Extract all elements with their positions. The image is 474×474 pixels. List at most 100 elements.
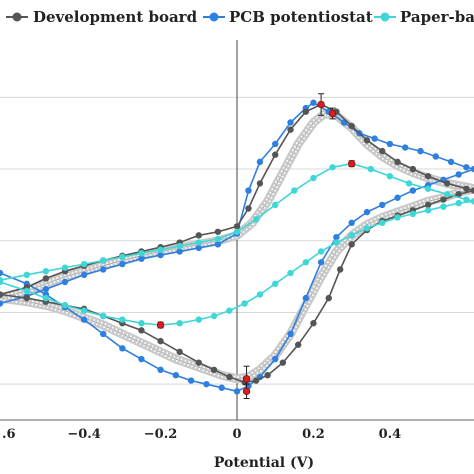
series-2-point-3: [61, 264, 69, 271]
series-2-point-12: [233, 228, 241, 235]
series-1-point-23: [386, 140, 394, 148]
series-2-point-39: [256, 291, 264, 298]
series-0-point-29: [455, 190, 462, 198]
series-2-point-32: [363, 225, 371, 232]
series-1-point-52: [119, 345, 126, 352]
series-2-point-41: [226, 307, 233, 314]
series-2-point-38: [272, 280, 279, 287]
series-0-point-43: [252, 377, 260, 384]
series-0-point-12: [233, 223, 241, 230]
series-0-point-26: [444, 180, 451, 187]
series-2-point-10: [195, 239, 202, 246]
series-1-point-40: [302, 294, 310, 302]
series-2-point-16: [310, 174, 317, 182]
series-0-point-20: [348, 122, 355, 130]
series-1-point-6: [119, 260, 126, 268]
series-1-point-53: [100, 330, 107, 338]
series-2-point-29: [409, 210, 417, 218]
series-0-point-25: [424, 173, 432, 180]
series-2-point-40: [241, 300, 248, 307]
legend: Development board PCB potentiostat Paper…: [6, 8, 474, 26]
series-1-point-8: [157, 251, 164, 259]
series-2-point-17: [329, 164, 336, 171]
series-2-point-7: [138, 250, 145, 257]
series-0-point-57: [0, 291, 4, 298]
series-2-point-21: [405, 180, 413, 187]
series-1-point-7: [138, 255, 145, 262]
series-1-point-39: [317, 259, 325, 266]
x-tick-label-0: .6: [2, 427, 16, 442]
series-1-point-54: [80, 316, 88, 323]
series-2-point-44: [176, 320, 183, 327]
series-1-point-37: [348, 219, 355, 227]
series-0-point-17: [302, 108, 310, 115]
series-2-point-26: [455, 199, 462, 207]
series-1-point-11: [214, 241, 222, 248]
series-0-point-45: [226, 373, 233, 381]
error-bars: [156, 93, 356, 399]
legend-label-paper-base: Paper-base: [400, 8, 474, 26]
x-axis-title: Potential (V): [214, 455, 314, 471]
series-0-point-10: [195, 232, 202, 239]
legend-marker-pcb-potentiostat: [209, 12, 219, 22]
series-2-point-48: [100, 312, 107, 320]
series-1-line: [0, 101, 474, 393]
series-2-point-4: [80, 260, 88, 268]
series-2-point-15: [291, 187, 298, 194]
series-2-point-9: [176, 242, 183, 250]
series-2-point-6: [119, 253, 126, 261]
series-1-point-10: [195, 244, 202, 252]
series-1-point-27: [447, 158, 455, 166]
series-2-point-51: [42, 294, 50, 302]
series-2-point-37: [287, 269, 294, 277]
error-bar-0-1: [328, 107, 337, 120]
legend-item-development-board: Development board: [6, 8, 198, 26]
x-tick-label-3: 0: [232, 427, 241, 442]
series-1-point-13: [245, 187, 252, 194]
series-1-point-41: [287, 330, 294, 338]
series-2-point-30: [394, 214, 401, 221]
series-0-point-14: [256, 180, 264, 187]
series-1-point-9: [176, 248, 183, 255]
series-2-point-46: [138, 320, 145, 327]
legend-label-development-board: Development board: [33, 8, 198, 26]
series-0-point-38: [325, 294, 332, 302]
series-1-point-35: [379, 201, 386, 209]
series-2-point-49: [80, 307, 88, 314]
error-bar-0-0: [317, 93, 325, 116]
series-1-point-16: [287, 119, 294, 126]
series-1-point-29: [470, 165, 474, 173]
series-0-point-23: [394, 158, 401, 166]
series-1-point-46: [218, 384, 225, 391]
series-2-point-27: [440, 203, 447, 210]
series-0-point-37: [337, 266, 344, 273]
series-2-point-34: [333, 239, 340, 246]
series-1-point-28: [463, 164, 470, 171]
series-2-point-25: [470, 198, 474, 205]
series-0-point-21: [363, 137, 371, 144]
series-0-point-30: [440, 196, 447, 203]
series-0-point-24: [409, 165, 417, 173]
series-1-point-42: [272, 355, 279, 363]
error-bar-2-1: [156, 321, 165, 329]
x-tick-label-1: −0.4: [67, 427, 101, 442]
series-1-point-36: [363, 208, 371, 216]
series-0-line: [0, 103, 474, 384]
series-0-point-42: [264, 371, 271, 379]
series-0-point-41: [279, 359, 287, 366]
series-2-point-20: [386, 173, 394, 180]
series-1-point-51: [138, 355, 145, 363]
series-1-point-18: [310, 99, 317, 106]
series-0-point-2: [42, 275, 50, 282]
series-2-point-47: [119, 316, 126, 323]
series-0-point-13: [245, 205, 252, 212]
series-2-point-23: [444, 190, 451, 198]
x-tick-label-4: 0.2: [302, 427, 325, 442]
series-2-point-1: [23, 271, 30, 279]
series-1-point-38: [333, 233, 340, 241]
series-2-point-52: [23, 287, 30, 295]
series-0-point-22: [379, 147, 386, 155]
series-2-point-19: [367, 165, 374, 173]
series-1-point-15: [272, 140, 279, 148]
